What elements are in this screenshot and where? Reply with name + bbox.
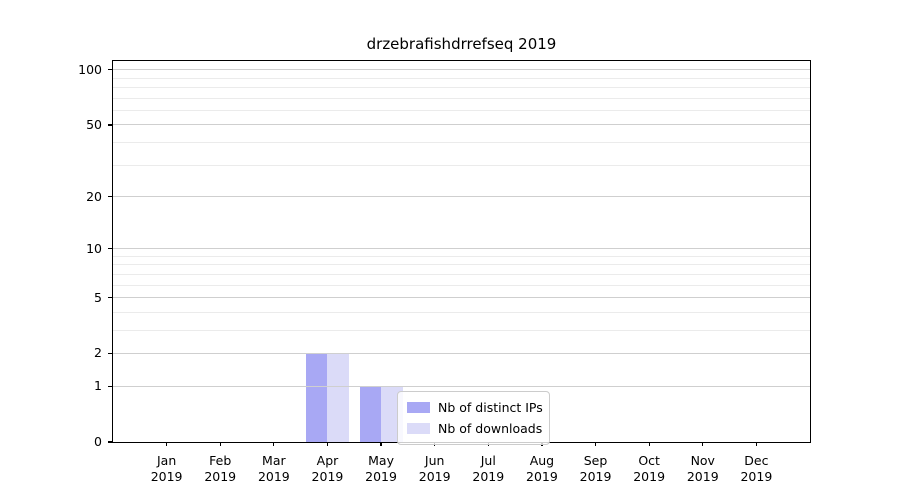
chart-title: drzebrafishdrrefseq 2019 <box>366 35 557 53</box>
grid-line-minor <box>113 264 810 266</box>
y-axis-tick-label: 20 <box>86 188 102 204</box>
grid-line-minor <box>113 97 810 99</box>
bar-distinct-ips <box>305 353 328 442</box>
y-axis-tick <box>108 124 112 126</box>
y-axis-tick-label: 2 <box>94 345 102 361</box>
legend-swatch-distinct-ips <box>407 402 430 413</box>
legend-label: Nb of distinct IPs <box>438 400 543 415</box>
x-axis-tick-label: Jan 2019 <box>137 453 197 485</box>
y-axis-tick-label: 5 <box>94 289 102 305</box>
x-tick-year: 2019 <box>311 469 344 484</box>
y-axis-tick <box>108 296 112 299</box>
y-axis-tick <box>108 248 112 250</box>
x-tick-year: 2019 <box>257 469 290 484</box>
x-axis-tick <box>273 442 275 446</box>
y-axis-tick <box>108 69 112 71</box>
x-axis-tick-label: May 2019 <box>351 453 411 485</box>
x-tick-year: 2019 <box>150 469 183 484</box>
x-tick-month: Oct <box>638 453 660 468</box>
x-axis-tick-label: Apr 2019 <box>297 453 357 485</box>
grid-line-minor <box>113 164 810 166</box>
x-tick-year: 2019 <box>365 469 397 484</box>
grid-line-major <box>113 385 810 387</box>
x-tick-year: 2019 <box>418 469 451 484</box>
x-axis-tick-label: Aug 2019 <box>512 453 572 485</box>
x-axis-tick-label: Dec 2019 <box>726 453 786 485</box>
grid-line-minor <box>113 110 810 112</box>
x-tick-month: Feb <box>209 453 232 468</box>
x-axis-tick-label: Oct 2019 <box>619 453 679 485</box>
x-tick-month: May <box>368 453 394 468</box>
x-tick-month: Sep <box>583 453 608 468</box>
y-axis-tick <box>108 195 112 198</box>
x-tick-month: Apr <box>316 453 339 468</box>
legend-row: Nb of downloads <box>407 418 543 439</box>
y-axis-tick <box>108 385 112 387</box>
bars-layer <box>113 61 810 442</box>
grid-line-minor <box>113 311 810 313</box>
x-tick-month: Dec <box>744 453 769 468</box>
x-axis-tick-label: Feb 2019 <box>190 453 250 485</box>
x-tick-year: 2019 <box>740 469 773 484</box>
grid-line-major <box>113 69 810 71</box>
x-tick-year: 2019 <box>472 469 505 484</box>
legend: Nb of distinct IPs Nb of downloads <box>397 391 550 445</box>
x-axis-tick <box>166 442 168 446</box>
x-axis-tick <box>594 442 597 446</box>
x-tick-year: 2019 <box>204 469 237 484</box>
x-tick-year: 2019 <box>633 469 666 484</box>
x-tick-year: 2019 <box>579 469 612 484</box>
x-axis-tick <box>219 442 221 446</box>
y-axis-tick-label: 0 <box>94 434 102 449</box>
y-axis-tick-label: 100 <box>78 61 102 77</box>
grid-line-minor <box>113 273 810 275</box>
x-axis-tick-label: Jun 2019 <box>405 453 465 485</box>
grid-line-minor <box>113 255 810 257</box>
grid-line-major <box>113 124 810 126</box>
x-tick-month: Nov <box>690 453 715 468</box>
grid-line-minor <box>113 142 810 144</box>
x-axis-tick <box>380 442 382 446</box>
legend-label: Nb of downloads <box>438 421 543 436</box>
legend-swatch-downloads <box>407 423 430 434</box>
bar-downloads <box>327 353 349 442</box>
grid-line-major <box>113 352 810 354</box>
grid-line-major <box>113 196 810 198</box>
x-axis-tick <box>326 442 329 446</box>
legend-row: Nb of distinct IPs <box>407 397 543 418</box>
x-axis-tick <box>755 442 757 446</box>
grid-line-minor <box>113 329 810 331</box>
x-axis-tick <box>702 442 704 446</box>
grid-line-minor <box>113 77 810 79</box>
x-axis-tick-label: Jul 2019 <box>458 453 518 485</box>
x-tick-year: 2019 <box>526 469 558 484</box>
x-axis-tick-label: Sep 2019 <box>566 453 626 485</box>
grid-line-major <box>113 248 810 250</box>
y-axis-tick-label: 50 <box>86 116 102 132</box>
grid-line-minor <box>113 87 810 89</box>
plot-area: Nb of distinct IPs Nb of downloads <box>112 60 811 445</box>
grid-line-major <box>113 297 810 299</box>
y-axis-tick <box>108 352 112 354</box>
grid-layer <box>113 61 810 442</box>
x-tick-month: Jan <box>156 453 177 468</box>
y-axis-tick-label: 1 <box>94 378 102 394</box>
x-tick-month: Jun <box>424 453 445 468</box>
x-tick-month: Aug <box>529 453 555 468</box>
bar-distinct-ips <box>359 386 382 442</box>
x-axis-tick <box>648 442 650 446</box>
x-tick-month: Mar <box>262 453 286 468</box>
y-axis-tick <box>108 441 112 443</box>
y-axis-tick-label: 10 <box>86 240 102 256</box>
x-axis-tick-label: Nov 2019 <box>673 453 733 485</box>
x-tick-month: Jul <box>480 453 496 468</box>
x-axis-tick-label: Mar 2019 <box>244 453 304 485</box>
x-tick-year: 2019 <box>686 469 719 484</box>
grid-line-minor <box>113 284 810 286</box>
